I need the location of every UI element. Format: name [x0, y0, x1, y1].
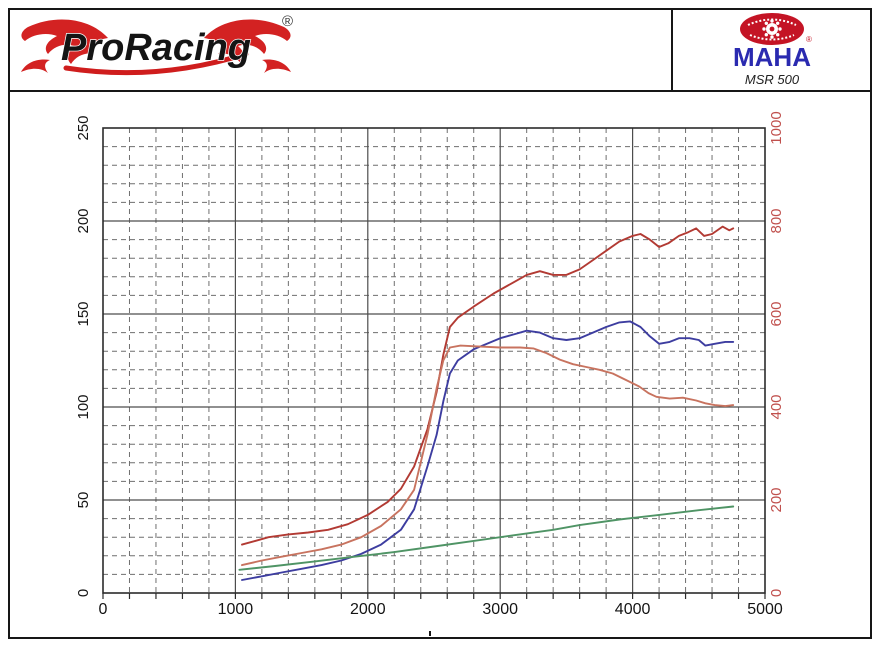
logo-underline-swoosh: [63, 51, 249, 76]
y-left-tick-label: 150: [75, 301, 92, 326]
x-axis-tick-label: 5000: [747, 601, 783, 618]
proracing-logo: ProRacing ®: [16, 10, 296, 86]
header-divider-vertical: [671, 8, 673, 92]
y-left-tick-label: 50: [75, 492, 92, 509]
series-red-upper-curve: [241, 225, 735, 546]
series-blue-curve: [241, 320, 735, 581]
header-divider-horizontal: [8, 90, 872, 92]
bottom-center-tick: [429, 631, 431, 636]
y-right-tick-label: 800: [768, 208, 785, 233]
proracing-logo-graphic: ProRacing ®: [21, 13, 293, 76]
series-orange-lower-curve: [241, 344, 735, 567]
maha-registered-mark: ®: [806, 35, 812, 44]
maha-arc-text-bottom: [749, 34, 795, 41]
maha-logo-graphic: ® MAHA MSR 500: [733, 13, 812, 87]
series-green-curve: [238, 505, 735, 571]
x-axis-tick-label: 2000: [350, 601, 386, 618]
flame-right-icon: [204, 19, 291, 73]
x-axis-tick-label: 3000: [482, 601, 518, 618]
y-right-tick-label: 1000: [768, 111, 785, 144]
x-axis-tick-label: 0: [99, 601, 108, 618]
plot-border: [102, 127, 766, 594]
y-left-tick-label: 200: [75, 208, 92, 233]
x-axis-tick-label: 4000: [615, 601, 651, 618]
brand-name-text: ProRacing: [61, 27, 251, 69]
dyno-model-label: MSR 500: [745, 72, 800, 87]
registered-trademark-symbol: ®: [282, 13, 293, 30]
gear-icon: [762, 19, 782, 39]
y-right-tick-label: 200: [768, 487, 785, 512]
page-border: [8, 8, 872, 639]
maha-logo: ® MAHA MSR 500: [692, 10, 852, 90]
y-left-tick-label: 0: [75, 589, 92, 597]
y-left-tick-label: 250: [75, 115, 92, 140]
x-axis-tick-label: 1000: [218, 601, 254, 618]
flame-left-icon: [21, 19, 108, 73]
y-right-tick-label: 400: [768, 394, 785, 419]
y-right-tick-label: 600: [768, 301, 785, 326]
y-right-tick-label: 0: [768, 589, 785, 597]
maha-wordmark: MAHA: [733, 42, 811, 72]
y-left-tick-label: 100: [75, 394, 92, 419]
